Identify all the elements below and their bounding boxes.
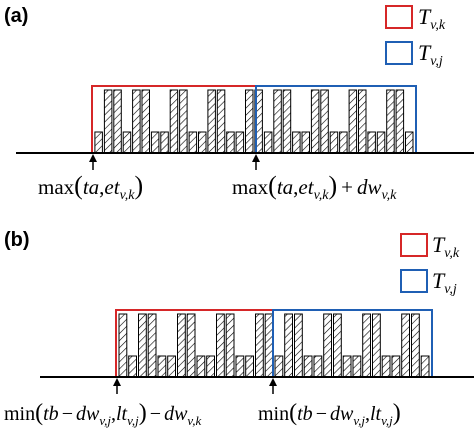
panel-a-tag: (a): [4, 5, 28, 27]
legend-symbol-k: Tv,k: [418, 4, 446, 33]
hatched-bar: [395, 89, 405, 154]
hatched-bar: [167, 355, 176, 378]
hatched-bar: [196, 355, 206, 378]
hatched-bar: [284, 313, 294, 378]
hatched-bar: [264, 313, 274, 378]
panel-a-label-start: max(ta,etv,k): [38, 171, 143, 203]
hatched-bar: [303, 355, 313, 378]
hatched-bar: [235, 355, 245, 378]
hatched-bar: [103, 89, 113, 154]
legend-swatch-window-j: [400, 269, 428, 293]
hatched-bar: [274, 355, 284, 378]
hatched-bar: [132, 89, 141, 154]
arrow-up-icon: [89, 154, 97, 162]
panel-b-marker-1: [113, 378, 121, 394]
hatched-bar: [94, 131, 103, 154]
hatched-bar: [329, 131, 339, 154]
legend-swatch-window-k: [400, 233, 428, 257]
hatched-bar: [122, 131, 132, 154]
hatched-bar: [401, 313, 411, 378]
hatched-bar: [411, 313, 420, 378]
panel-b-legend: Tv,k Tv,j: [400, 232, 460, 297]
arrow-up-icon: [269, 378, 277, 386]
hatched-bar: [348, 89, 358, 154]
panel-b-label-end: min(tb − dwv,j,ltv,j): [258, 400, 401, 428]
hatched-bar: [263, 131, 273, 154]
legend-symbol-k: Tv,k: [432, 232, 460, 261]
hatched-bar: [255, 313, 264, 378]
arrow-up-icon: [113, 378, 121, 386]
hatched-bar: [323, 313, 333, 378]
hatched-bar: [310, 89, 320, 154]
legend-symbol-j: Tv,j: [418, 40, 443, 69]
hatched-bar: [179, 89, 188, 154]
panel-b: (b) Tv,k Tv,j min(tb − dwv,j,ltv,j) − dwv,k …: [4, 229, 474, 428]
panel-a: (a) Tv,k Tv,j max(ta,etv,k) max(ta,etv,k…: [4, 4, 474, 203]
hatched-bar: [216, 89, 226, 154]
hatched-bar: [320, 89, 329, 154]
hatched-bar: [118, 313, 128, 378]
panel-a-label-end: max(ta,etv,k) + dwv,k: [232, 171, 397, 203]
hatched-bar: [147, 313, 157, 378]
hatched-bar: [245, 89, 254, 154]
hatched-bar: [301, 131, 310, 154]
hatched-bar: [207, 89, 216, 154]
hatched-bar: [282, 89, 292, 154]
hatched-bar: [313, 355, 323, 378]
panel-a-legend: Tv,k Tv,j: [385, 4, 446, 69]
hatched-bar: [352, 355, 362, 378]
panel-b-label-start: min(tb − dwv,j,ltv,j) − dwv,k: [4, 400, 201, 428]
hatched-bar: [339, 131, 348, 154]
hatched-bar: [362, 313, 372, 378]
hatched-bar: [245, 355, 254, 378]
hatched-bar: [128, 355, 137, 378]
hatched-bar: [391, 355, 401, 378]
hatched-bar: [225, 313, 235, 378]
panel-a-bars: [94, 89, 414, 154]
hatched-bar: [169, 89, 179, 154]
hatched-bar: [177, 313, 186, 378]
hatched-bar: [376, 131, 386, 154]
hatched-bar: [342, 355, 352, 378]
hatched-bar: [405, 131, 414, 154]
hatched-bar: [198, 131, 207, 154]
hatched-bar: [150, 131, 160, 154]
hatched-bar: [160, 131, 169, 154]
hatched-bar: [157, 355, 167, 378]
hatched-bar: [358, 89, 367, 154]
hatched-bar: [216, 313, 225, 378]
hatched-bar: [273, 89, 282, 154]
panel-a-marker-1: [89, 154, 97, 170]
panel-a-marker-2: [252, 154, 260, 170]
hatched-bar: [386, 89, 395, 154]
hatched-bar: [292, 131, 301, 154]
hatched-bar: [333, 313, 342, 378]
legend-swatch-window-j: [385, 41, 413, 65]
legend-swatch-window-k: [385, 5, 413, 29]
arrow-up-icon: [252, 154, 260, 162]
panel-b-marker-2: [269, 378, 277, 394]
hatched-bar: [381, 355, 391, 378]
hatched-bar: [372, 313, 381, 378]
hatched-bar: [141, 89, 150, 154]
panel-b-tag: (b): [4, 229, 30, 251]
hatched-bar: [294, 313, 303, 378]
hatched-bar: [367, 131, 376, 154]
hatched-bar: [235, 131, 245, 154]
hatched-bar: [206, 355, 215, 378]
hatched-bar: [420, 355, 430, 378]
hatched-bar: [188, 131, 198, 154]
hatched-bar: [226, 131, 235, 154]
hatched-bar: [113, 89, 122, 154]
hatched-bar: [186, 313, 196, 378]
legend-symbol-j: Tv,j: [432, 268, 457, 297]
hatched-bar: [138, 313, 147, 378]
